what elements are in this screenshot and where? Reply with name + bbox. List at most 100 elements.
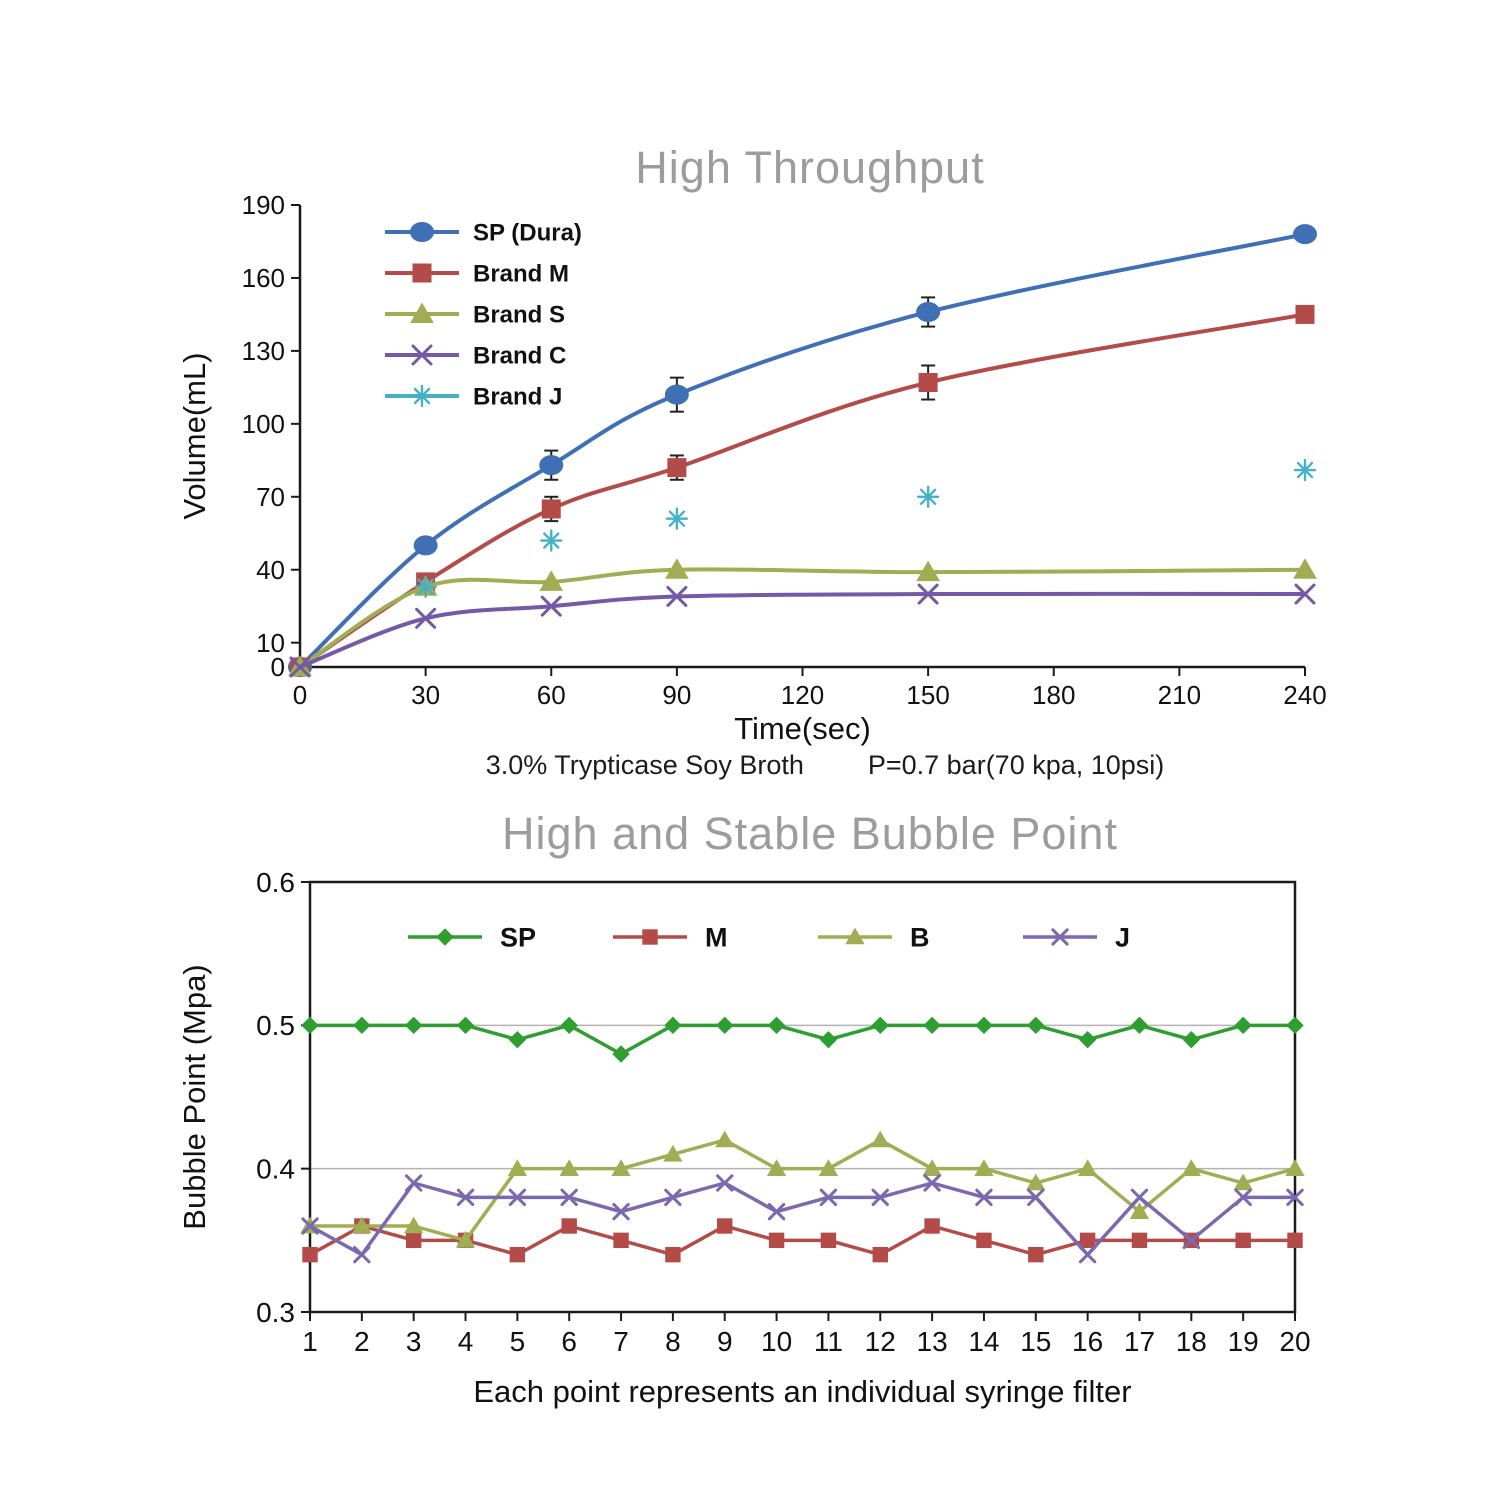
diamond-marker: [436, 928, 454, 946]
y-tick-label: 0.4: [256, 1153, 295, 1184]
x-marker: [1182, 1231, 1201, 1250]
x-tick-label: 210: [1158, 680, 1201, 710]
x-tick-label: 2: [354, 1326, 370, 1357]
square-marker: [768, 1232, 785, 1249]
square-marker: [509, 1246, 526, 1263]
x-marker: [612, 1202, 630, 1221]
x-marker: [871, 1188, 889, 1207]
x-marker: [819, 1188, 838, 1207]
square-marker: [1235, 1232, 1251, 1249]
triangle-marker: [539, 570, 564, 591]
x-tick-label: 8: [665, 1326, 681, 1357]
x-marker: [716, 1174, 734, 1192]
diamond-marker: [871, 1016, 889, 1035]
diamond-marker: [560, 1016, 578, 1035]
circle-marker: [410, 222, 434, 242]
x-marker: [1078, 1245, 1097, 1264]
bubble-point-chart: 1 2 3 4 5 6 7 8 9 10 11 12 13 14 15 16 17 18 19 20 0.3 0.4 0.5…: [150, 862, 1500, 1437]
x-tick-label: 18: [1176, 1326, 1207, 1357]
square-marker: [1028, 1246, 1044, 1263]
x-tick-label: 16: [1072, 1326, 1103, 1357]
triangle-marker: [715, 1130, 735, 1148]
square-marker: [872, 1246, 888, 1263]
square-marker: [561, 1218, 577, 1234]
asterisk-marker: [414, 575, 437, 598]
diamond-marker: [1182, 1030, 1201, 1049]
triangle-marker: [507, 1159, 528, 1176]
legend-item-brand-s: Brand S: [385, 302, 565, 329]
x-marker: [508, 1188, 527, 1207]
x-tick-label: 60: [537, 680, 566, 710]
y-tick-label: 100: [242, 409, 285, 439]
x-marker: [664, 1188, 682, 1207]
legend-label: Brand J: [473, 384, 562, 411]
asterisk-marker: [410, 384, 434, 408]
square-marker: [1131, 1232, 1148, 1249]
x-tick-label: 180: [1032, 680, 1075, 710]
triangle-marker: [455, 1230, 476, 1248]
series-line-sp-dura: [298, 232, 1307, 669]
y-tick-label: 0.6: [256, 867, 295, 898]
square-marker: [1287, 1232, 1303, 1249]
x-tick-label: 10: [761, 1326, 792, 1357]
triangle-marker: [665, 558, 689, 579]
diamond-marker: [923, 1016, 941, 1035]
triangle-marker: [922, 1159, 942, 1176]
x-marker: [289, 656, 311, 678]
triangle-marker: [559, 1159, 579, 1176]
square-marker: [613, 1232, 629, 1249]
circle-marker: [916, 301, 941, 322]
caption-broth: 3.0% Trypticase Soy Broth: [485, 750, 804, 780]
triangle-marker: [352, 1216, 372, 1234]
y-tick-label: 190: [242, 190, 285, 220]
legend-item-brand-j: Brand J: [385, 384, 562, 411]
x-marker: [975, 1188, 993, 1207]
diamond-marker: [664, 1016, 682, 1035]
triangle-marker: [870, 1130, 890, 1148]
circle-marker: [664, 384, 689, 405]
x-tick-label: 12: [865, 1326, 896, 1357]
x-marker: [923, 1174, 941, 1192]
y-tick-label: 0.3: [256, 1297, 295, 1328]
triangle-marker: [410, 302, 434, 323]
x-axis-label: Each point represents an individual syri…: [473, 1374, 1131, 1409]
square-marker: [717, 1218, 733, 1234]
triangle-marker: [766, 1159, 787, 1176]
legend-label: M: [705, 923, 728, 953]
triangle-marker: [974, 1159, 994, 1176]
x-tick-label: 240: [1283, 680, 1326, 710]
square-marker: [541, 499, 561, 519]
plot-frame: [308, 880, 1297, 1314]
diamond-marker: [612, 1045, 630, 1063]
x-tick-label: 17: [1124, 1326, 1155, 1357]
y-axis-label: Volume(mL): [177, 352, 212, 519]
x-tick-label: 0: [293, 680, 307, 710]
diamond-marker: [1078, 1030, 1097, 1049]
legend-item-j: J: [1023, 923, 1130, 953]
x-tick-label: 20: [1279, 1326, 1310, 1357]
x-tick-label: 14: [968, 1326, 999, 1357]
diamond-marker: [1130, 1016, 1149, 1035]
legend-item-m: M: [613, 923, 728, 953]
x-marker: [917, 583, 939, 605]
legend-label: Brand S: [473, 302, 565, 329]
diamond-marker: [767, 1016, 786, 1035]
x-tick-label: 3: [406, 1326, 422, 1357]
circle-marker: [1293, 224, 1317, 245]
x-tick-label: 11: [814, 1326, 843, 1357]
y-tick-label: 0: [271, 652, 285, 682]
square-marker: [1079, 1232, 1096, 1249]
circle-marker: [539, 455, 564, 476]
x-marker: [1051, 928, 1069, 946]
asterisk-marker: [1293, 458, 1317, 482]
y-tick-label: 70: [256, 482, 285, 512]
x-marker: [404, 1174, 423, 1192]
bottom-chart-title: High and Stable Bubble Point: [502, 808, 1118, 859]
asterisk-marker: [665, 507, 689, 530]
x-marker: [411, 344, 433, 366]
square-marker: [405, 1232, 422, 1249]
legend-item-brand-c: Brand C: [385, 343, 566, 370]
x-marker: [1286, 1188, 1304, 1207]
diamond-marker: [1234, 1016, 1252, 1035]
